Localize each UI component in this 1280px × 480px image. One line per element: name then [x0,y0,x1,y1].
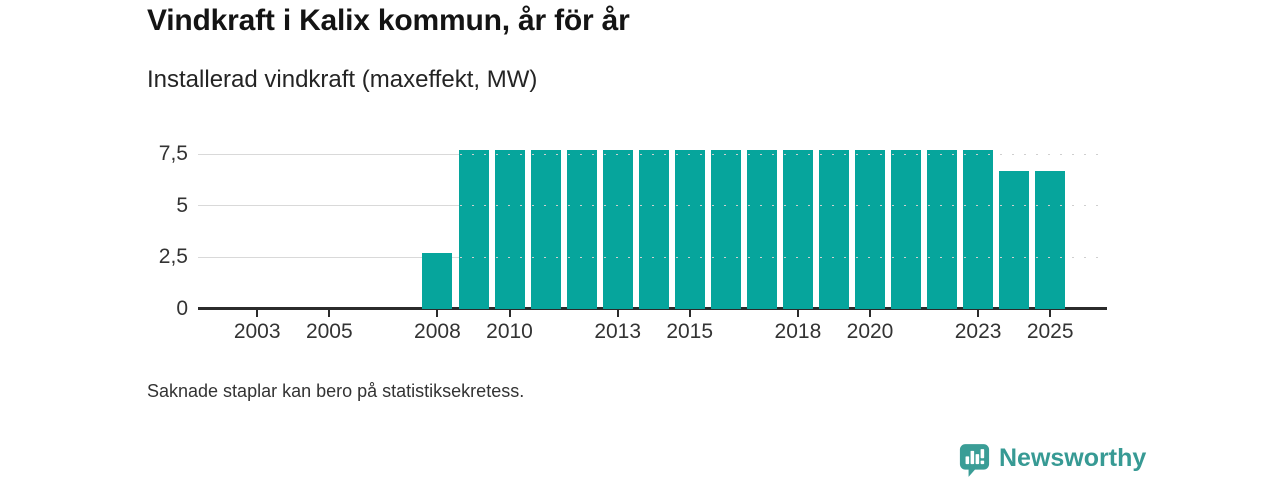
grid-line [198,205,460,207]
x-tick [869,310,871,317]
grid-line-dotted [460,153,1107,155]
x-tick [688,310,691,317]
bar-2021 [891,149,921,309]
bar-2012 [566,149,597,309]
x-tick-label: 2023 [954,320,1002,343]
newsworthy-chart-pin-icon [959,444,990,477]
x-tick [1049,310,1052,317]
bar-2011 [530,149,561,309]
x-tick-label: 2025 [1026,320,1074,343]
bar-2017 [746,149,777,309]
x-tick-label: 2018 [774,320,822,343]
x-tick-label: 2010 [486,320,533,343]
y-tick-label: 5 [176,193,188,217]
brand-logo: Newsworthy [959,443,1146,478]
grid-line-dotted [460,205,1107,207]
bar-2013 [602,149,633,309]
x-tick [256,310,259,317]
bar-2025 [1035,170,1066,309]
bar-2009 [458,149,489,309]
x-tick [436,310,439,317]
x-tick-label: 2020 [846,320,894,343]
plot-area [198,128,1107,309]
x-tick [328,310,331,317]
bar-2018 [782,149,813,309]
bar-2008 [422,253,453,309]
bar-2016 [710,149,741,309]
y-axis-labels: 0 2,5 5 7,5 [120,0,188,480]
x-tick [616,310,619,317]
bar-2015 [674,149,705,309]
chart-title: Vindkraft i Kalix kommun, år för år [147,4,630,37]
grid-line [198,153,460,155]
y-tick-label: 2,5 [158,245,188,269]
bar-2014 [638,149,669,309]
x-tick-label: 2013 [594,320,642,343]
bar-2024 [999,170,1030,309]
grid-line [198,256,460,258]
x-tick [796,310,799,317]
bar-2020 [855,149,885,309]
x-tick [977,310,980,317]
x-tick-label: 2003 [233,320,281,343]
x-tick-label: 2005 [305,320,353,343]
bar-2022 [927,149,958,309]
chart-footnote: Saknade staplar kan bero på statistiksek… [147,381,525,401]
y-tick-label: 0 [176,297,188,320]
x-tick-label: 2008 [414,320,461,343]
y-tick-label: 7,5 [158,142,188,165]
brand-name: Newsworthy [999,444,1147,472]
chart-subtitle: Installerad vindkraft (maxeffekt, MW) [147,66,538,93]
bar-2023 [963,149,994,309]
x-tick-label: 2015 [666,320,714,343]
grid-line-dotted [460,256,1107,258]
bar-2019 [818,149,849,309]
x-tick [508,310,511,317]
bar-2010 [494,149,525,309]
